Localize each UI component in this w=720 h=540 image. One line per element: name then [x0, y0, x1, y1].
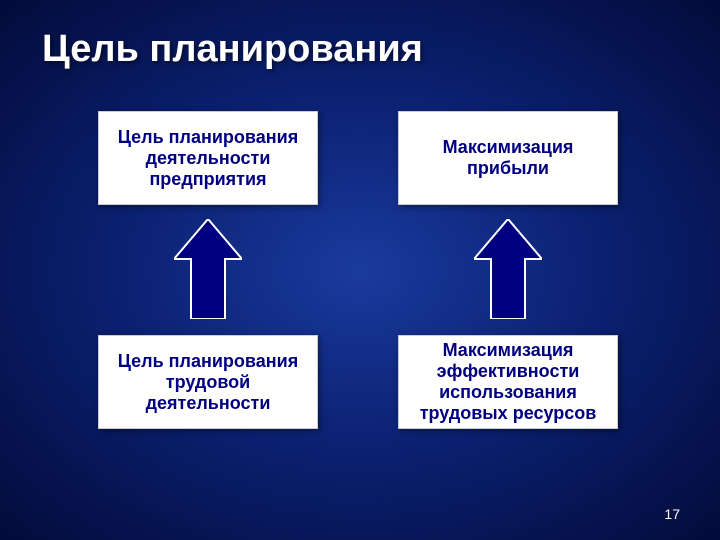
diagram-container: Цель планирования деятельности предприят…	[0, 91, 720, 511]
box-bottom-right: Максимизация эффективности использования…	[398, 335, 618, 429]
page-number: 17	[664, 506, 680, 522]
box-top-left: Цель планирования деятельности предприят…	[98, 111, 318, 205]
box-bottom-left: Цель планирования трудовой деятельности	[98, 335, 318, 429]
page-title: Цель планирования	[0, 0, 720, 71]
arrow-left	[174, 219, 242, 319]
box-top-right: Максимизация прибыли	[398, 111, 618, 205]
arrow-right	[474, 219, 542, 319]
